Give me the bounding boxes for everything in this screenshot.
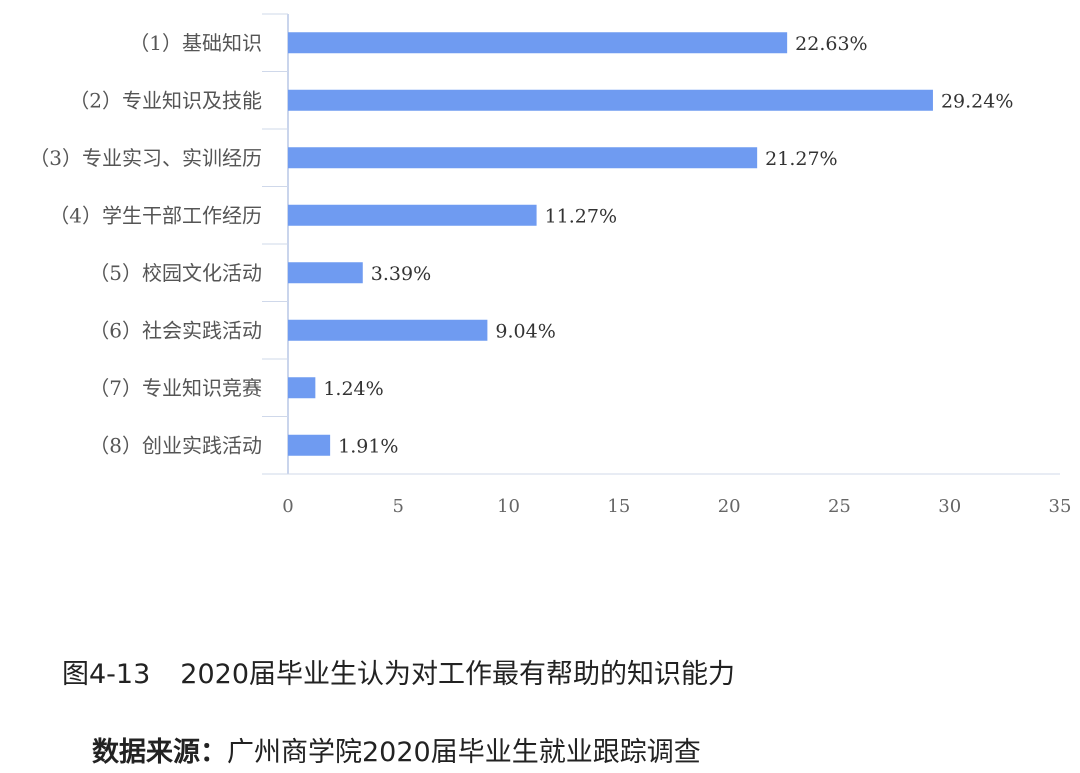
x-tick-label: 25 (828, 496, 851, 517)
data-source: 数据来源：广州商学院2020届毕业生就业跟踪调查 (92, 730, 701, 769)
x-tick-label: 15 (607, 496, 630, 517)
x-tick-label: 35 (1049, 496, 1072, 517)
data-label: 21.27% (765, 148, 837, 170)
category-label: （5）校园文化活动 (89, 261, 262, 285)
bar (288, 32, 788, 54)
x-tick-label: 30 (938, 496, 961, 517)
x-tick-label: 5 (393, 496, 404, 517)
category-label: （3）专业实习、实训经历 (29, 146, 262, 170)
bar (288, 377, 316, 399)
data-label: 3.39% (371, 263, 431, 285)
data-label: 29.24% (941, 90, 1013, 112)
figure-caption: 图4-13 2020届毕业生认为对工作最有帮助的知识能力 (62, 652, 735, 691)
category-label: （2）专业知识及技能 (69, 88, 262, 112)
data-label: 22.63% (795, 33, 867, 55)
data-label: 1.24% (323, 378, 383, 400)
bar (288, 319, 488, 341)
x-tick-label: 20 (718, 496, 741, 517)
bar (288, 89, 933, 111)
category-label: （7）专业知识竞赛 (89, 376, 262, 400)
figure-number: 图4-13 (62, 659, 151, 690)
data-label: 11.27% (545, 205, 617, 227)
category-label: （6）社会实践活动 (89, 318, 262, 342)
category-label: （4）学生干部工作经历 (49, 203, 262, 227)
bar (288, 147, 758, 169)
category-label: （1）基础知识 (129, 31, 262, 55)
data-source-text: 广州商学院2020届毕业生就业跟踪调查 (227, 737, 701, 768)
data-label: 9.04% (495, 320, 555, 342)
bar (288, 434, 331, 456)
x-tick-label: 10 (497, 496, 520, 517)
category-label: （8）创业实践活动 (89, 433, 262, 457)
figure-title: 2020届毕业生认为对工作最有帮助的知识能力 (180, 659, 735, 690)
bar (288, 262, 363, 284)
data-label: 1.91% (338, 435, 398, 457)
bar (288, 204, 537, 226)
data-source-label: 数据来源： (92, 737, 227, 768)
x-tick-label: 0 (282, 496, 293, 517)
bar-chart: （1）基础知识 22.63% （2）专业知识及技能 29.24% （3）专业实习、实训经… (29, 13, 1072, 517)
